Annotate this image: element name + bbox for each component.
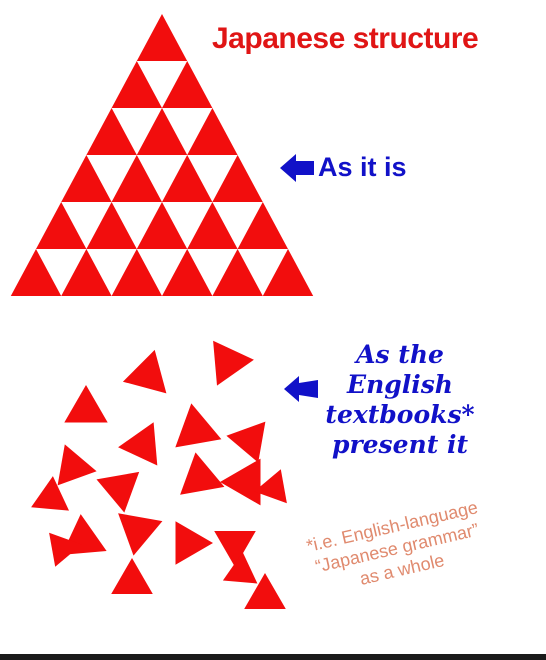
structure-triangle (187, 202, 238, 249)
scattered-triangle (226, 421, 266, 463)
scattered-triangle (175, 403, 222, 448)
structure-triangle (162, 155, 213, 202)
scattered-triangle (175, 521, 213, 565)
left-arrow-icon (280, 153, 314, 182)
label-bottom-line: present it (331, 430, 468, 459)
scattered-triangle (111, 558, 153, 594)
structure-triangle (162, 249, 213, 296)
label-english-textbooks: As the English textbooks* present it (284, 340, 500, 460)
scattered-triangle (222, 552, 258, 584)
label-bottom-line: As the (356, 340, 444, 369)
structure-triangle (61, 155, 112, 202)
structure-triangle (136, 14, 188, 61)
structure-triangle (111, 249, 162, 296)
structure-triangle (237, 202, 288, 249)
label-bottom-line: English (347, 370, 453, 399)
structure-triangle (10, 249, 62, 296)
structure-triangle (111, 61, 162, 108)
scattered-triangle (214, 531, 256, 567)
structure-triangle (61, 249, 112, 296)
structure-triangle (187, 108, 238, 155)
scattered-triangles (31, 340, 287, 609)
structure-triangle (212, 155, 263, 202)
scattered-triangle (49, 532, 82, 567)
structure-triangle (212, 249, 263, 296)
structure-triangle (162, 61, 213, 108)
scattered-triangle (96, 471, 140, 513)
scattered-triangle (31, 476, 70, 511)
structure-triangle (136, 202, 188, 249)
scattered-triangle (180, 452, 225, 495)
label-bottom-line: textbooks* (325, 400, 475, 429)
scattered-triangle (244, 573, 286, 609)
scattered-triangle (254, 469, 287, 504)
structure-triangle (136, 108, 188, 155)
scattered-triangle (213, 340, 254, 386)
structure-triangle (36, 202, 87, 249)
title: Japanese structure (212, 22, 479, 55)
structure-triangle (86, 202, 137, 249)
structure-triangle (262, 249, 314, 296)
scattered-triangle (64, 385, 108, 423)
structure-triangle (111, 155, 162, 202)
scattered-triangle (118, 513, 163, 556)
scattered-triangle (118, 422, 158, 466)
scattered-triangle (220, 458, 261, 506)
label-top-text: As it is (318, 152, 407, 182)
structure-triangle (86, 108, 137, 155)
scattered-triangle (57, 444, 97, 486)
bottom-bar (0, 654, 546, 660)
scattered-triangle (122, 349, 167, 394)
left-arrow-icon (284, 376, 318, 402)
label-as-it-is: As it is (280, 152, 407, 183)
structured-triangle (10, 14, 314, 296)
